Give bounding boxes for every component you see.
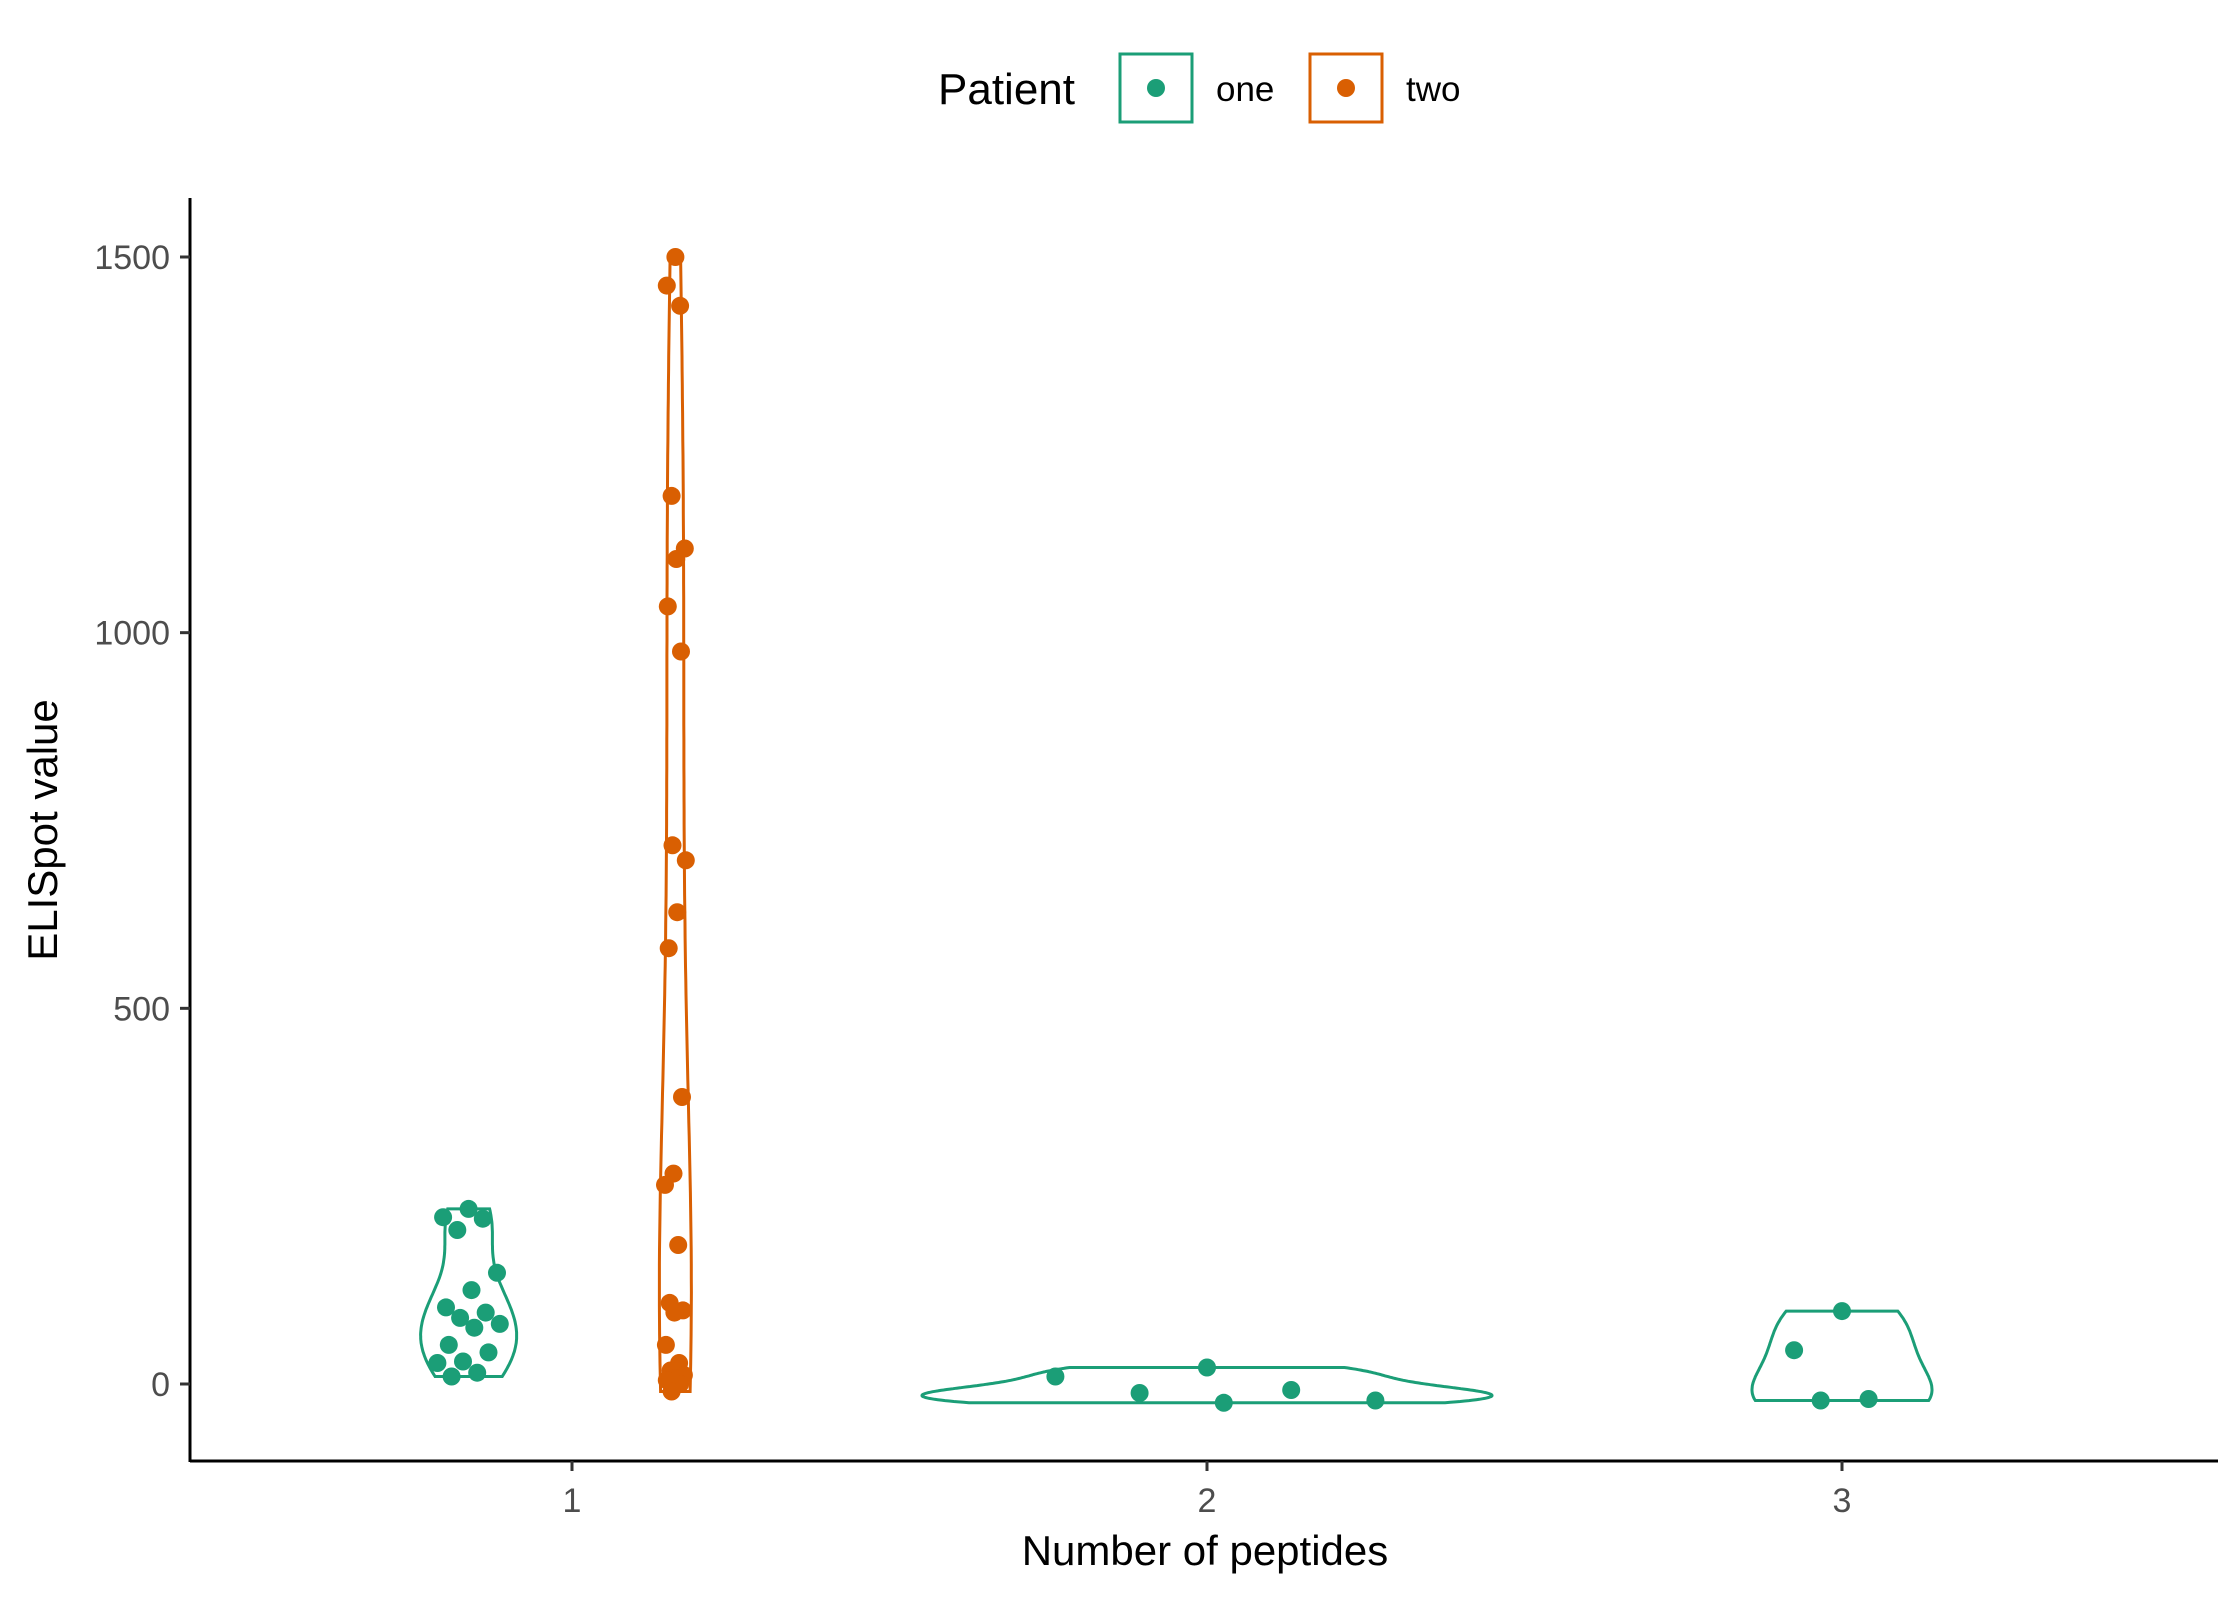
- violin-one-2: [920, 1366, 1494, 1405]
- data-point-one: [434, 1208, 453, 1227]
- data-point-two: [656, 1175, 674, 1194]
- data-point-two: [658, 597, 677, 616]
- data-point-two: [662, 1382, 681, 1401]
- data-point-one: [437, 1298, 455, 1317]
- y-tick-label: 1000: [94, 615, 170, 653]
- x-tick-label: 1: [563, 1482, 582, 1520]
- data-point-one: [451, 1308, 470, 1327]
- x-tick-label: 3: [1833, 1482, 1852, 1520]
- legend-entry-one: one: [1118, 52, 1274, 124]
- data-point-one: [1366, 1391, 1385, 1410]
- data-point-one: [1785, 1341, 1804, 1360]
- violin-one-3: [1750, 1309, 1934, 1402]
- violin-two-1: [657, 255, 693, 1393]
- data-point-two: [662, 486, 681, 505]
- data-point-one: [1130, 1384, 1149, 1402]
- data-point-one: [465, 1318, 484, 1337]
- data-point-one: [459, 1199, 478, 1218]
- data-point-two: [673, 1088, 691, 1106]
- legend: Patient one two: [938, 52, 1460, 124]
- data-point-one: [454, 1352, 472, 1371]
- legend-key-one: [1118, 52, 1194, 124]
- x-axis: 1 2 3: [190, 1459, 2218, 1520]
- data-point-two: [666, 248, 685, 266]
- data-point-one: [468, 1363, 487, 1382]
- data-point-one: [439, 1335, 458, 1354]
- y-axis-title: ELISpot value: [19, 699, 66, 961]
- y-tick-label: 500: [113, 990, 170, 1028]
- y-tick-label: 1500: [94, 239, 170, 277]
- data-point-one: [462, 1281, 481, 1300]
- points-layer: [428, 248, 1878, 1412]
- legend-marker-two: [1337, 79, 1355, 97]
- legend-marker-one: [1147, 79, 1165, 97]
- y-axis: 0 500 1000 1500: [94, 198, 192, 1462]
- data-point-two: [671, 296, 690, 315]
- data-point-two: [668, 903, 687, 922]
- data-point-one: [1833, 1302, 1851, 1321]
- legend-label-two: two: [1406, 70, 1460, 109]
- violins-layer: [419, 255, 1934, 1405]
- data-point-two: [676, 851, 695, 870]
- data-point-one: [428, 1354, 447, 1372]
- data-point-one: [1046, 1367, 1065, 1386]
- data-point-two: [657, 276, 676, 295]
- data-point-one: [490, 1314, 509, 1333]
- data-point-two: [663, 836, 682, 855]
- data-point-two: [659, 939, 678, 958]
- data-point-two: [669, 1236, 688, 1254]
- data-point-one: [1198, 1358, 1216, 1377]
- data-point-one: [1859, 1390, 1878, 1408]
- legend-entry-two: two: [1308, 52, 1460, 124]
- data-point-one: [479, 1343, 498, 1362]
- data-point-one: [488, 1263, 506, 1282]
- x-axis-title: Number of peptides: [1022, 1527, 1389, 1574]
- data-point-one: [448, 1221, 467, 1239]
- data-point-two: [665, 1303, 684, 1322]
- data-point-one: [1282, 1381, 1301, 1399]
- data-point-one: [442, 1367, 461, 1386]
- y-tick-label: 0: [151, 1366, 170, 1404]
- data-point-one: [1811, 1391, 1830, 1410]
- violin-one-1: [419, 1207, 519, 1378]
- data-point-two: [667, 550, 686, 568]
- data-point-one: [1214, 1393, 1233, 1412]
- data-point-one: [476, 1303, 495, 1322]
- legend-label-one: one: [1216, 70, 1274, 109]
- legend-title: Patient: [938, 65, 1075, 114]
- data-point-two: [656, 1335, 675, 1354]
- data-point-two: [672, 642, 690, 661]
- data-point-one: [473, 1209, 492, 1228]
- x-tick-label: 2: [1198, 1482, 1217, 1520]
